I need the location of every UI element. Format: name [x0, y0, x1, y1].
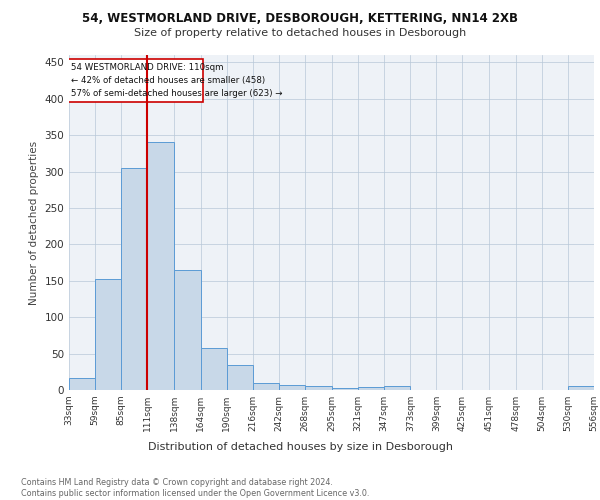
Bar	[305, 386, 332, 390]
Bar	[121, 168, 147, 390]
Bar	[253, 382, 279, 390]
Text: 54 WESTMORLAND DRIVE: 110sqm
← 42% of detached houses are smaller (458)
57% of s: 54 WESTMORLAND DRIVE: 110sqm ← 42% of de…	[71, 63, 282, 98]
Text: Size of property relative to detached houses in Desborough: Size of property relative to detached ho…	[134, 28, 466, 38]
Bar	[568, 386, 594, 390]
Bar	[95, 278, 121, 390]
Y-axis label: Number of detached properties: Number of detached properties	[29, 140, 39, 304]
Bar	[68, 58, 203, 102]
Bar	[384, 386, 410, 390]
Bar	[147, 142, 175, 390]
Bar	[69, 378, 95, 390]
Bar	[358, 387, 384, 390]
Text: 54, WESTMORLAND DRIVE, DESBOROUGH, KETTERING, NN14 2XB: 54, WESTMORLAND DRIVE, DESBOROUGH, KETTE…	[82, 12, 518, 26]
Bar	[175, 270, 200, 390]
Bar	[279, 385, 305, 390]
Bar	[200, 348, 227, 390]
Bar	[227, 364, 253, 390]
Text: Distribution of detached houses by size in Desborough: Distribution of detached houses by size …	[148, 442, 452, 452]
Text: Contains HM Land Registry data © Crown copyright and database right 2024.
Contai: Contains HM Land Registry data © Crown c…	[21, 478, 370, 498]
Bar	[332, 388, 358, 390]
